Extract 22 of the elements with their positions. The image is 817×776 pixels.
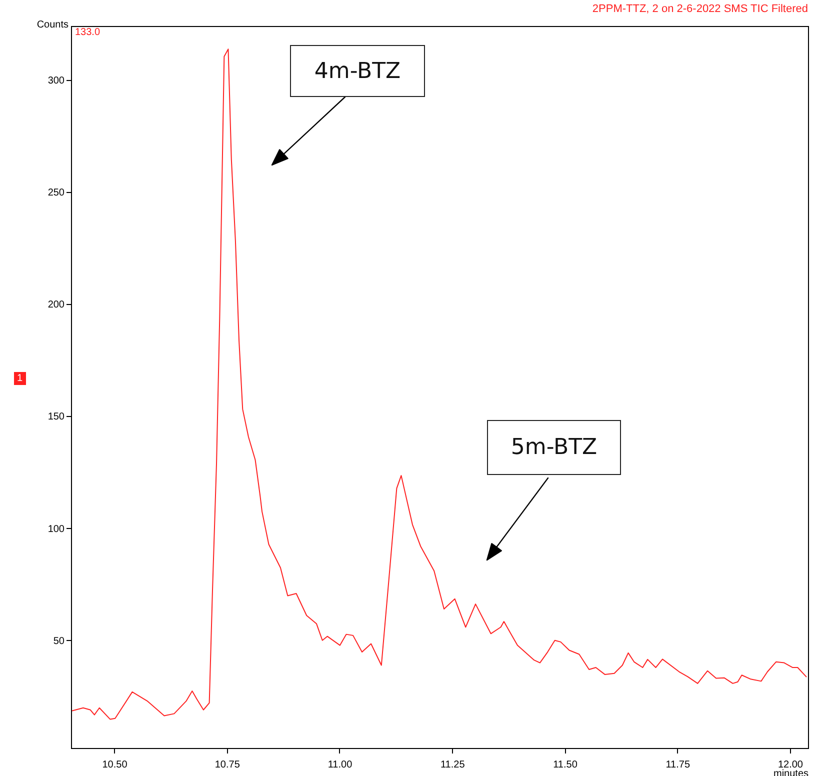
y-tick-label: 250 [48, 187, 65, 198]
text: 1 [14, 372, 26, 385]
annotation: 4m-BTZ [314, 58, 401, 84]
y-tick-label: 200 [48, 300, 65, 311]
line-series [72, 48, 807, 720]
x-tick-label: 11.00 [328, 760, 353, 770]
x-tick-label: 10.75 [214, 760, 240, 770]
chart-title: 2PPM-TTZ, 2 on 2-6-2022 SMS TIC Filtered [592, 3, 808, 15]
y-axis-title: Counts [36, 20, 68, 30]
y-tick-label: 150 [48, 412, 65, 423]
text-box: 5m-BTZ [487, 420, 621, 475]
annotation: 5m-BTZ [510, 435, 598, 460]
annotation: 133.0 [75, 27, 100, 38]
x-tick-label: 11.75 [666, 760, 690, 770]
x-tick-label: 12.00 [778, 760, 804, 770]
text-box: 4m-BTZ [290, 45, 425, 97]
y-tick-label: 300 [48, 75, 65, 86]
x-tick-label: 11.25 [440, 760, 466, 770]
y-tick-label: 50 [53, 636, 65, 647]
x-tick-label: 11.50 [553, 760, 578, 770]
x-tick-label: 10.50 [102, 760, 128, 770]
y-tick-label: 100 [48, 524, 65, 535]
